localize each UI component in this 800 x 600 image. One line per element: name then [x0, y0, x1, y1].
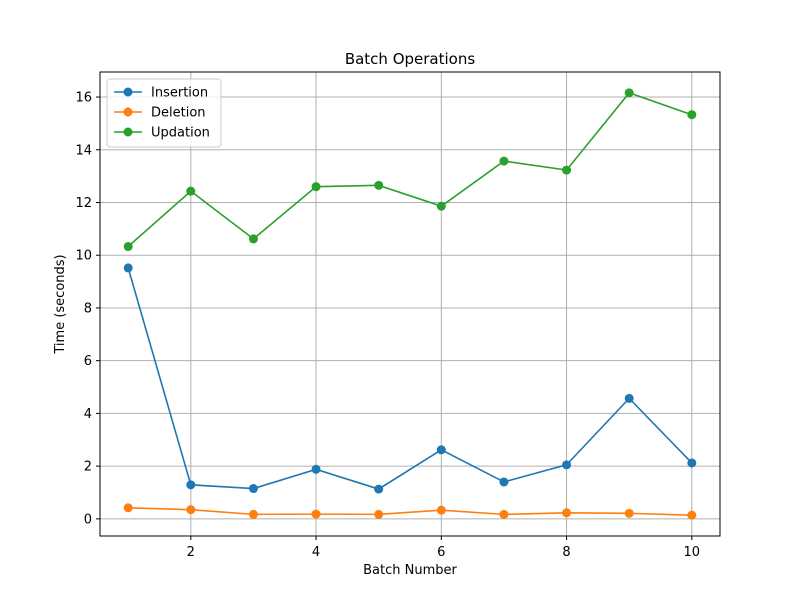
data-point-updation [248, 234, 258, 244]
y-axis-label: Time (seconds) [53, 254, 68, 354]
data-point-deletion [311, 509, 321, 519]
y-tick-label: 16 [75, 91, 92, 106]
data-point-deletion [186, 505, 196, 515]
grid-lines [100, 72, 720, 536]
data-point-updation [687, 110, 697, 120]
x-axis: 2 4 6 8 10 [187, 536, 700, 560]
y-tick-label: 6 [84, 354, 92, 369]
data-point-deletion [624, 508, 634, 518]
data-point-deletion [562, 508, 572, 518]
series-line-updation [127, 91, 693, 248]
data-point-insertion [374, 484, 384, 494]
data-point-deletion [248, 509, 258, 519]
data-point-updation [624, 88, 634, 98]
data-point-deletion [123, 503, 133, 513]
data-point-deletion [499, 509, 509, 519]
y-tick-label: 14 [75, 143, 92, 158]
data-point-insertion [311, 464, 321, 474]
y-tick-label: 4 [84, 407, 92, 422]
data-point-insertion [562, 460, 572, 470]
data-point-insertion [436, 445, 446, 455]
legend-marker-updation [123, 127, 133, 137]
x-tick-label: 2 [187, 545, 195, 560]
x-tick-label: 8 [562, 545, 570, 560]
x-tick-label: 6 [437, 545, 445, 560]
series-line-insertion [127, 267, 693, 490]
data-point-updation [374, 180, 384, 190]
data-point-insertion [687, 458, 697, 468]
y-axis: 0 2 4 6 8 10 12 14 16 [75, 91, 100, 527]
y-tick-label: 12 [75, 196, 92, 211]
data-point-updation [123, 242, 133, 252]
x-axis-label: Batch Number [363, 563, 457, 578]
data-point-updation [311, 182, 321, 192]
data-point-insertion [248, 484, 258, 494]
data-point-deletion [687, 510, 697, 520]
legend-label-updation: Updation [151, 126, 210, 141]
x-tick-label: 10 [684, 545, 701, 560]
legend-marker-deletion [123, 107, 133, 117]
legend-marker-insertion [123, 87, 133, 97]
x-tick-label: 4 [312, 545, 320, 560]
plot-frame [99, 71, 721, 537]
data-point-insertion [186, 480, 196, 490]
data-point-insertion [624, 393, 634, 403]
data-point-updation [186, 186, 196, 196]
data-point-deletion [436, 505, 446, 515]
chart-title: Batch Operations [345, 50, 476, 68]
data-point-updation [436, 201, 446, 211]
data-point-deletion [374, 509, 384, 519]
data-point-insertion [499, 477, 509, 487]
data-point-insertion [123, 263, 133, 273]
data-point-updation [562, 165, 572, 175]
series-line-deletion [128, 506, 692, 516]
y-tick-label: 0 [84, 512, 92, 527]
legend: Insertion Deletion Updation [106, 78, 222, 148]
y-tick-label: 2 [84, 460, 92, 475]
legend-label-insertion: Insertion [151, 86, 208, 101]
legend-box [106, 78, 222, 148]
series-layer [123, 88, 697, 520]
y-tick-label: 10 [75, 249, 92, 264]
data-point-updation [499, 156, 509, 166]
y-tick-label: 8 [84, 301, 92, 316]
legend-label-deletion: Deletion [151, 106, 206, 121]
